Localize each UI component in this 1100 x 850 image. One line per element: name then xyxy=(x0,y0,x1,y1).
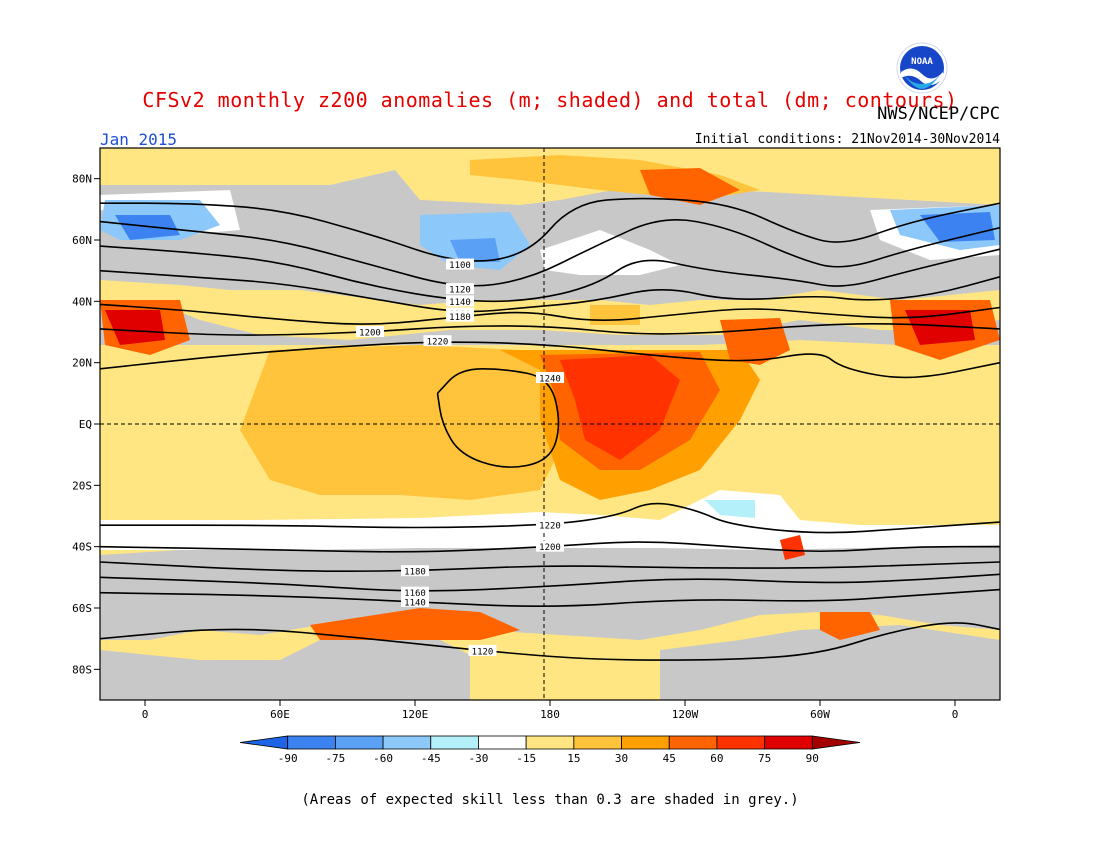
contour-label-bg xyxy=(401,595,429,607)
latitude-labels: 80N 60N 40N 20N EQ 20S 40S 60S 80S xyxy=(72,173,100,676)
contour-label-bg xyxy=(356,326,384,337)
lat-label: 20N xyxy=(72,357,92,370)
contour-label-bg xyxy=(423,335,452,347)
contour-label: 1140 xyxy=(449,298,471,308)
colorbar-tick: -45 xyxy=(421,752,441,765)
contour-label: 1200 xyxy=(539,543,561,553)
contour-line xyxy=(100,219,1000,287)
colorbar-tick: 90 xyxy=(806,752,819,765)
lat-label: 60S xyxy=(72,602,92,615)
colorbar-swatch xyxy=(430,735,479,750)
contour-label: 1180 xyxy=(404,568,426,578)
colorbar-swatch xyxy=(239,735,289,750)
height-contours: 1100112011401160118012001220124012201200… xyxy=(100,197,1000,661)
contour-label: 1100 xyxy=(449,261,471,271)
contour-line xyxy=(100,561,1000,573)
colorbar-tick: -90 xyxy=(278,752,298,765)
lon-label: 120E xyxy=(402,708,429,721)
contour-label: 1160 xyxy=(404,589,426,599)
contour-line xyxy=(100,303,1000,325)
colorbar-swatch xyxy=(287,735,336,750)
colorbar-swatch xyxy=(382,735,432,750)
colorbar-tick: -60 xyxy=(373,752,393,765)
lon-label: 60W xyxy=(810,708,830,721)
lon-label: 120W xyxy=(672,708,699,721)
lat-label: 20S xyxy=(72,479,92,492)
initial-conditions: Initial conditions: 21Nov2014-30Nov2014 xyxy=(694,132,1000,147)
contour-line xyxy=(436,367,560,468)
colorbar-swatch xyxy=(621,735,670,750)
longitude-labels: 0 60E 120E 180 120W 60W 0 xyxy=(142,700,959,721)
contour-line xyxy=(100,341,1000,379)
page-title: CFSv2 monthly z200 anomalies (m; shaded)… xyxy=(142,88,958,112)
noaa-logo-icon: NOAA xyxy=(896,42,948,94)
colorbar-tick: 75 xyxy=(758,752,771,765)
colorbar-swatch xyxy=(764,735,813,750)
contour-line xyxy=(100,269,1000,313)
contour-line xyxy=(100,573,1000,592)
contour-line xyxy=(100,541,1000,553)
contour-label: 1120 xyxy=(449,286,471,296)
colorbar-tick: 60 xyxy=(710,752,723,765)
contour-label-bg xyxy=(446,258,474,270)
lat-label: 40S xyxy=(72,541,92,554)
colorbar: -90 -75 -60 -45 -30 -15 15 30 45 60 75 90 xyxy=(239,735,861,765)
contour-label-bg xyxy=(536,519,564,531)
colorbar-swatch xyxy=(811,735,861,750)
colorbar-tick: 45 xyxy=(663,752,676,765)
contour-label: 1200 xyxy=(359,329,381,339)
colorbar-swatch xyxy=(334,735,384,750)
colorbar-tick: -15 xyxy=(516,752,536,765)
contour-label-bg xyxy=(401,586,429,598)
lat-label: 40N xyxy=(72,295,92,308)
lon-label: 0 xyxy=(142,708,149,721)
lon-label: 0 xyxy=(952,708,959,721)
contour-label-bg xyxy=(401,565,429,577)
lat-label: 80S xyxy=(72,663,92,676)
contour-label-bg xyxy=(468,644,497,656)
anomaly-shading xyxy=(100,155,1000,700)
colorbar-swatch xyxy=(478,735,527,750)
lon-label: 180 xyxy=(540,708,560,721)
contour-label-bg xyxy=(536,540,564,552)
contour-label-bg xyxy=(446,283,474,295)
colorbar-swatch xyxy=(668,735,718,750)
contour-line xyxy=(100,502,1000,534)
contour-label: 1240 xyxy=(539,375,561,385)
contour-line xyxy=(100,245,1000,303)
contour-line xyxy=(100,622,1000,661)
contour-label: 1180 xyxy=(449,313,471,323)
colorbar-tick: 30 xyxy=(615,752,628,765)
colorbar-swatch xyxy=(525,735,575,750)
contour-label: 1220 xyxy=(427,338,449,348)
colorbar-swatch xyxy=(716,735,766,750)
contour-label-bg xyxy=(446,310,474,322)
contour-label-bg xyxy=(446,295,474,307)
contour-line xyxy=(100,197,1000,262)
contour-line xyxy=(100,323,1000,336)
colorbar-tick: 15 xyxy=(567,752,580,765)
agency-label: NWS/NCEP/CPC xyxy=(877,104,1000,124)
colorbar-tick: -30 xyxy=(469,752,489,765)
contour-label-bg xyxy=(536,372,564,383)
lat-label: 80N xyxy=(72,173,92,186)
forecast-month: Jan 2015 xyxy=(100,130,178,149)
lon-label: 60E xyxy=(270,708,290,721)
contour-line xyxy=(100,588,1000,607)
footnote: (Areas of expected skill less than 0.3 a… xyxy=(301,792,799,808)
lat-label: EQ xyxy=(79,418,92,431)
logo-text: NOAA xyxy=(911,57,933,67)
lat-label: 60N xyxy=(72,234,92,247)
contour-label: 1140 xyxy=(404,598,426,608)
contour-label: 1220 xyxy=(539,522,561,532)
contour-label: 1120 xyxy=(472,647,494,657)
colorbar-swatch xyxy=(573,735,622,750)
colorbar-tick: -75 xyxy=(325,752,345,765)
